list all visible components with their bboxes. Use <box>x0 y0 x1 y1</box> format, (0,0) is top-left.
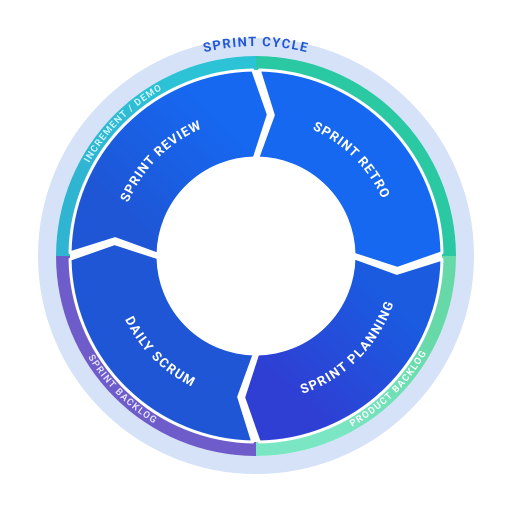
sprint-cycle-diagram: { "diagram": { "type": "donut-cycle", "t… <box>0 0 512 512</box>
center-hole <box>159 159 353 353</box>
diagram-svg: SPRINT CYCLESPRINT RETROSPRINT PLANNINGP… <box>0 0 512 512</box>
